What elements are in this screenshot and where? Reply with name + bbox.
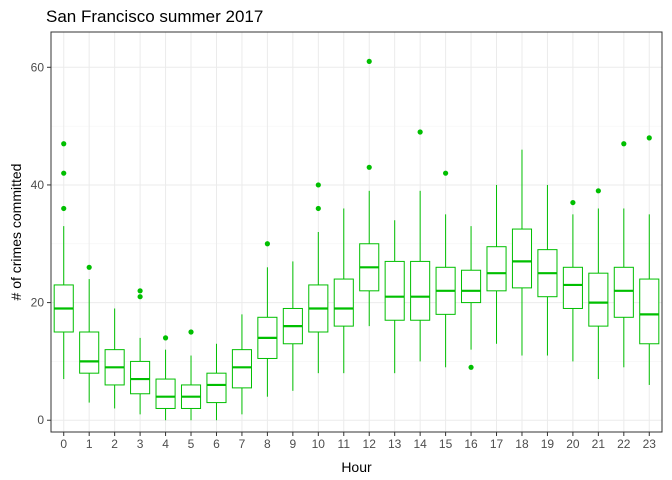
outlier-point: [86, 264, 92, 270]
outlier-point: [137, 294, 143, 300]
outlier-point: [621, 141, 627, 147]
outlier-point: [570, 199, 576, 206]
x-tick-label: 3: [137, 437, 144, 451]
box-18: [511, 149, 533, 356]
box-23: [639, 135, 660, 385]
box-16: [461, 226, 482, 370]
x-tick-label: 14: [413, 437, 427, 451]
x-tick-label: 19: [541, 437, 555, 451]
x-tick-label: 20: [566, 437, 580, 451]
x-tick-label: 5: [188, 437, 195, 451]
x-tick-label: 11: [338, 437, 351, 451]
iqr-box: [486, 246, 507, 292]
box-10: [308, 182, 329, 374]
plot-panel-border: [50, 31, 663, 433]
outlier-point: [315, 205, 321, 212]
iqr-box: [410, 260, 431, 321]
outlier-point: [264, 241, 270, 247]
outlier-point: [366, 164, 372, 170]
outlier-point: [366, 58, 372, 65]
x-tick-label: 0: [60, 437, 67, 451]
x-tick-label: 23: [643, 437, 657, 451]
box-11: [333, 208, 354, 374]
iqr-box: [384, 260, 405, 321]
outlier-point: [417, 129, 423, 135]
x-tick-label: 7: [239, 437, 246, 451]
box-9: [282, 261, 303, 391]
outlier-point: [468, 364, 474, 370]
box-21: [588, 188, 609, 380]
outlier-point: [443, 170, 449, 176]
iqr-box: [79, 331, 100, 374]
y-tick-label: 0: [37, 413, 44, 427]
iqr-box: [639, 278, 660, 345]
x-tick-label: 9: [290, 437, 297, 451]
box-1: [79, 264, 100, 403]
outlier-point: [61, 205, 67, 212]
box-22: [613, 141, 634, 368]
x-tick-label: 10: [312, 437, 326, 451]
box-5: [180, 329, 202, 421]
box-2: [104, 308, 125, 409]
box-6: [206, 343, 227, 421]
x-tick-label: 16: [464, 437, 478, 451]
iqr-box: [588, 272, 609, 327]
box-12: [359, 58, 380, 327]
x-tick-label: 13: [388, 437, 402, 451]
x-tick-label: 17: [490, 437, 504, 451]
x-tick-label: 22: [617, 437, 631, 451]
x-tick-label: 2: [111, 437, 118, 451]
iqr-box: [461, 269, 482, 304]
iqr-box: [231, 349, 252, 389]
box-8: [257, 241, 278, 397]
iqr-box: [511, 228, 533, 289]
x-tick-label: 1: [86, 437, 93, 451]
iqr-box: [206, 372, 227, 404]
box-3: [130, 288, 151, 415]
box-19: [537, 184, 558, 356]
box-layer: [53, 58, 660, 421]
iqr-box: [155, 378, 176, 409]
box-14: [410, 129, 431, 362]
box-7: [231, 314, 252, 415]
outlier-point: [137, 288, 143, 294]
iqr-box: [562, 266, 583, 309]
y-tick-label: 20: [31, 296, 45, 310]
outlier-point: [315, 182, 321, 188]
x-tick-label: 21: [592, 437, 606, 451]
box-15: [435, 170, 456, 368]
box-20: [562, 199, 583, 362]
outlier-point: [595, 188, 601, 194]
box-13: [384, 220, 405, 374]
chart-title: San Francisco summer 2017: [46, 7, 263, 26]
x-tick-label: 18: [515, 437, 529, 451]
y-axis-title: # of crimes committed: [8, 164, 24, 301]
box-4: [155, 335, 176, 421]
iqr-box: [333, 278, 354, 327]
y-tick-label: 60: [31, 60, 45, 74]
outlier-point: [61, 141, 67, 147]
outlier-point: [188, 329, 194, 335]
box-0: [53, 141, 74, 380]
outlier-point: [61, 170, 67, 176]
x-tick-label: 8: [264, 437, 271, 451]
iqr-box: [130, 360, 151, 395]
x-tick-label: 4: [162, 437, 169, 451]
x-tick-label: 15: [439, 437, 453, 451]
y-tick-label: 40: [31, 178, 45, 192]
outlier-point: [646, 135, 652, 141]
x-axis-title: Hour: [341, 459, 372, 475]
outlier-point: [162, 335, 169, 341]
x-tick-label: 12: [363, 437, 377, 451]
iqr-box: [613, 266, 634, 318]
box-17: [486, 184, 507, 344]
x-tick-label: 6: [213, 437, 220, 451]
